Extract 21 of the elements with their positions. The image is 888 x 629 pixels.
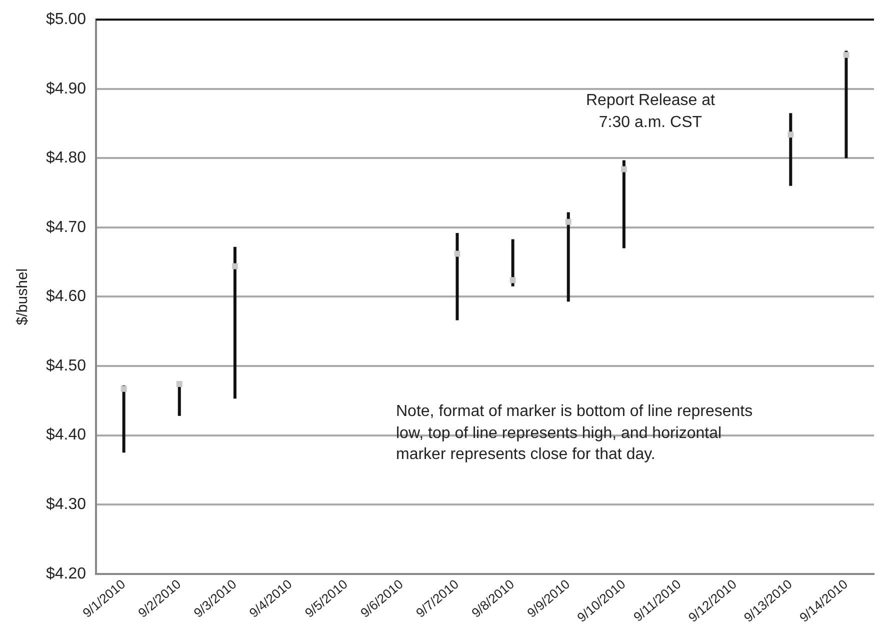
y-tick-label: $4.20 bbox=[46, 565, 86, 582]
y-tick-label: $4.40 bbox=[46, 426, 86, 444]
point bbox=[232, 263, 238, 270]
annotation: Note, format of marker is bottom of line represents low, top of line represents high, and horizontal marker represents close for that day. bbox=[396, 402, 753, 466]
point bbox=[565, 218, 572, 225]
y-tick-label: $4.60 bbox=[46, 288, 86, 306]
point bbox=[620, 166, 627, 172]
y-tick-label: $5.00 bbox=[46, 11, 86, 28]
y-axis-title: $/bushel bbox=[14, 268, 32, 326]
annotation: Report Release at 7:30 a.m. CST bbox=[586, 91, 715, 133]
point bbox=[120, 386, 127, 392]
y-tick-label: $4.80 bbox=[46, 150, 86, 167]
point bbox=[843, 52, 850, 58]
point bbox=[788, 132, 794, 138]
y-tick-label: $4.90 bbox=[46, 80, 86, 98]
y-tick-label: $4.30 bbox=[46, 496, 86, 513]
point bbox=[176, 381, 182, 388]
y-tick-label: $4.70 bbox=[46, 218, 86, 236]
point bbox=[454, 250, 460, 257]
y-tick-label: $4.50 bbox=[46, 357, 86, 374]
point bbox=[510, 277, 516, 284]
